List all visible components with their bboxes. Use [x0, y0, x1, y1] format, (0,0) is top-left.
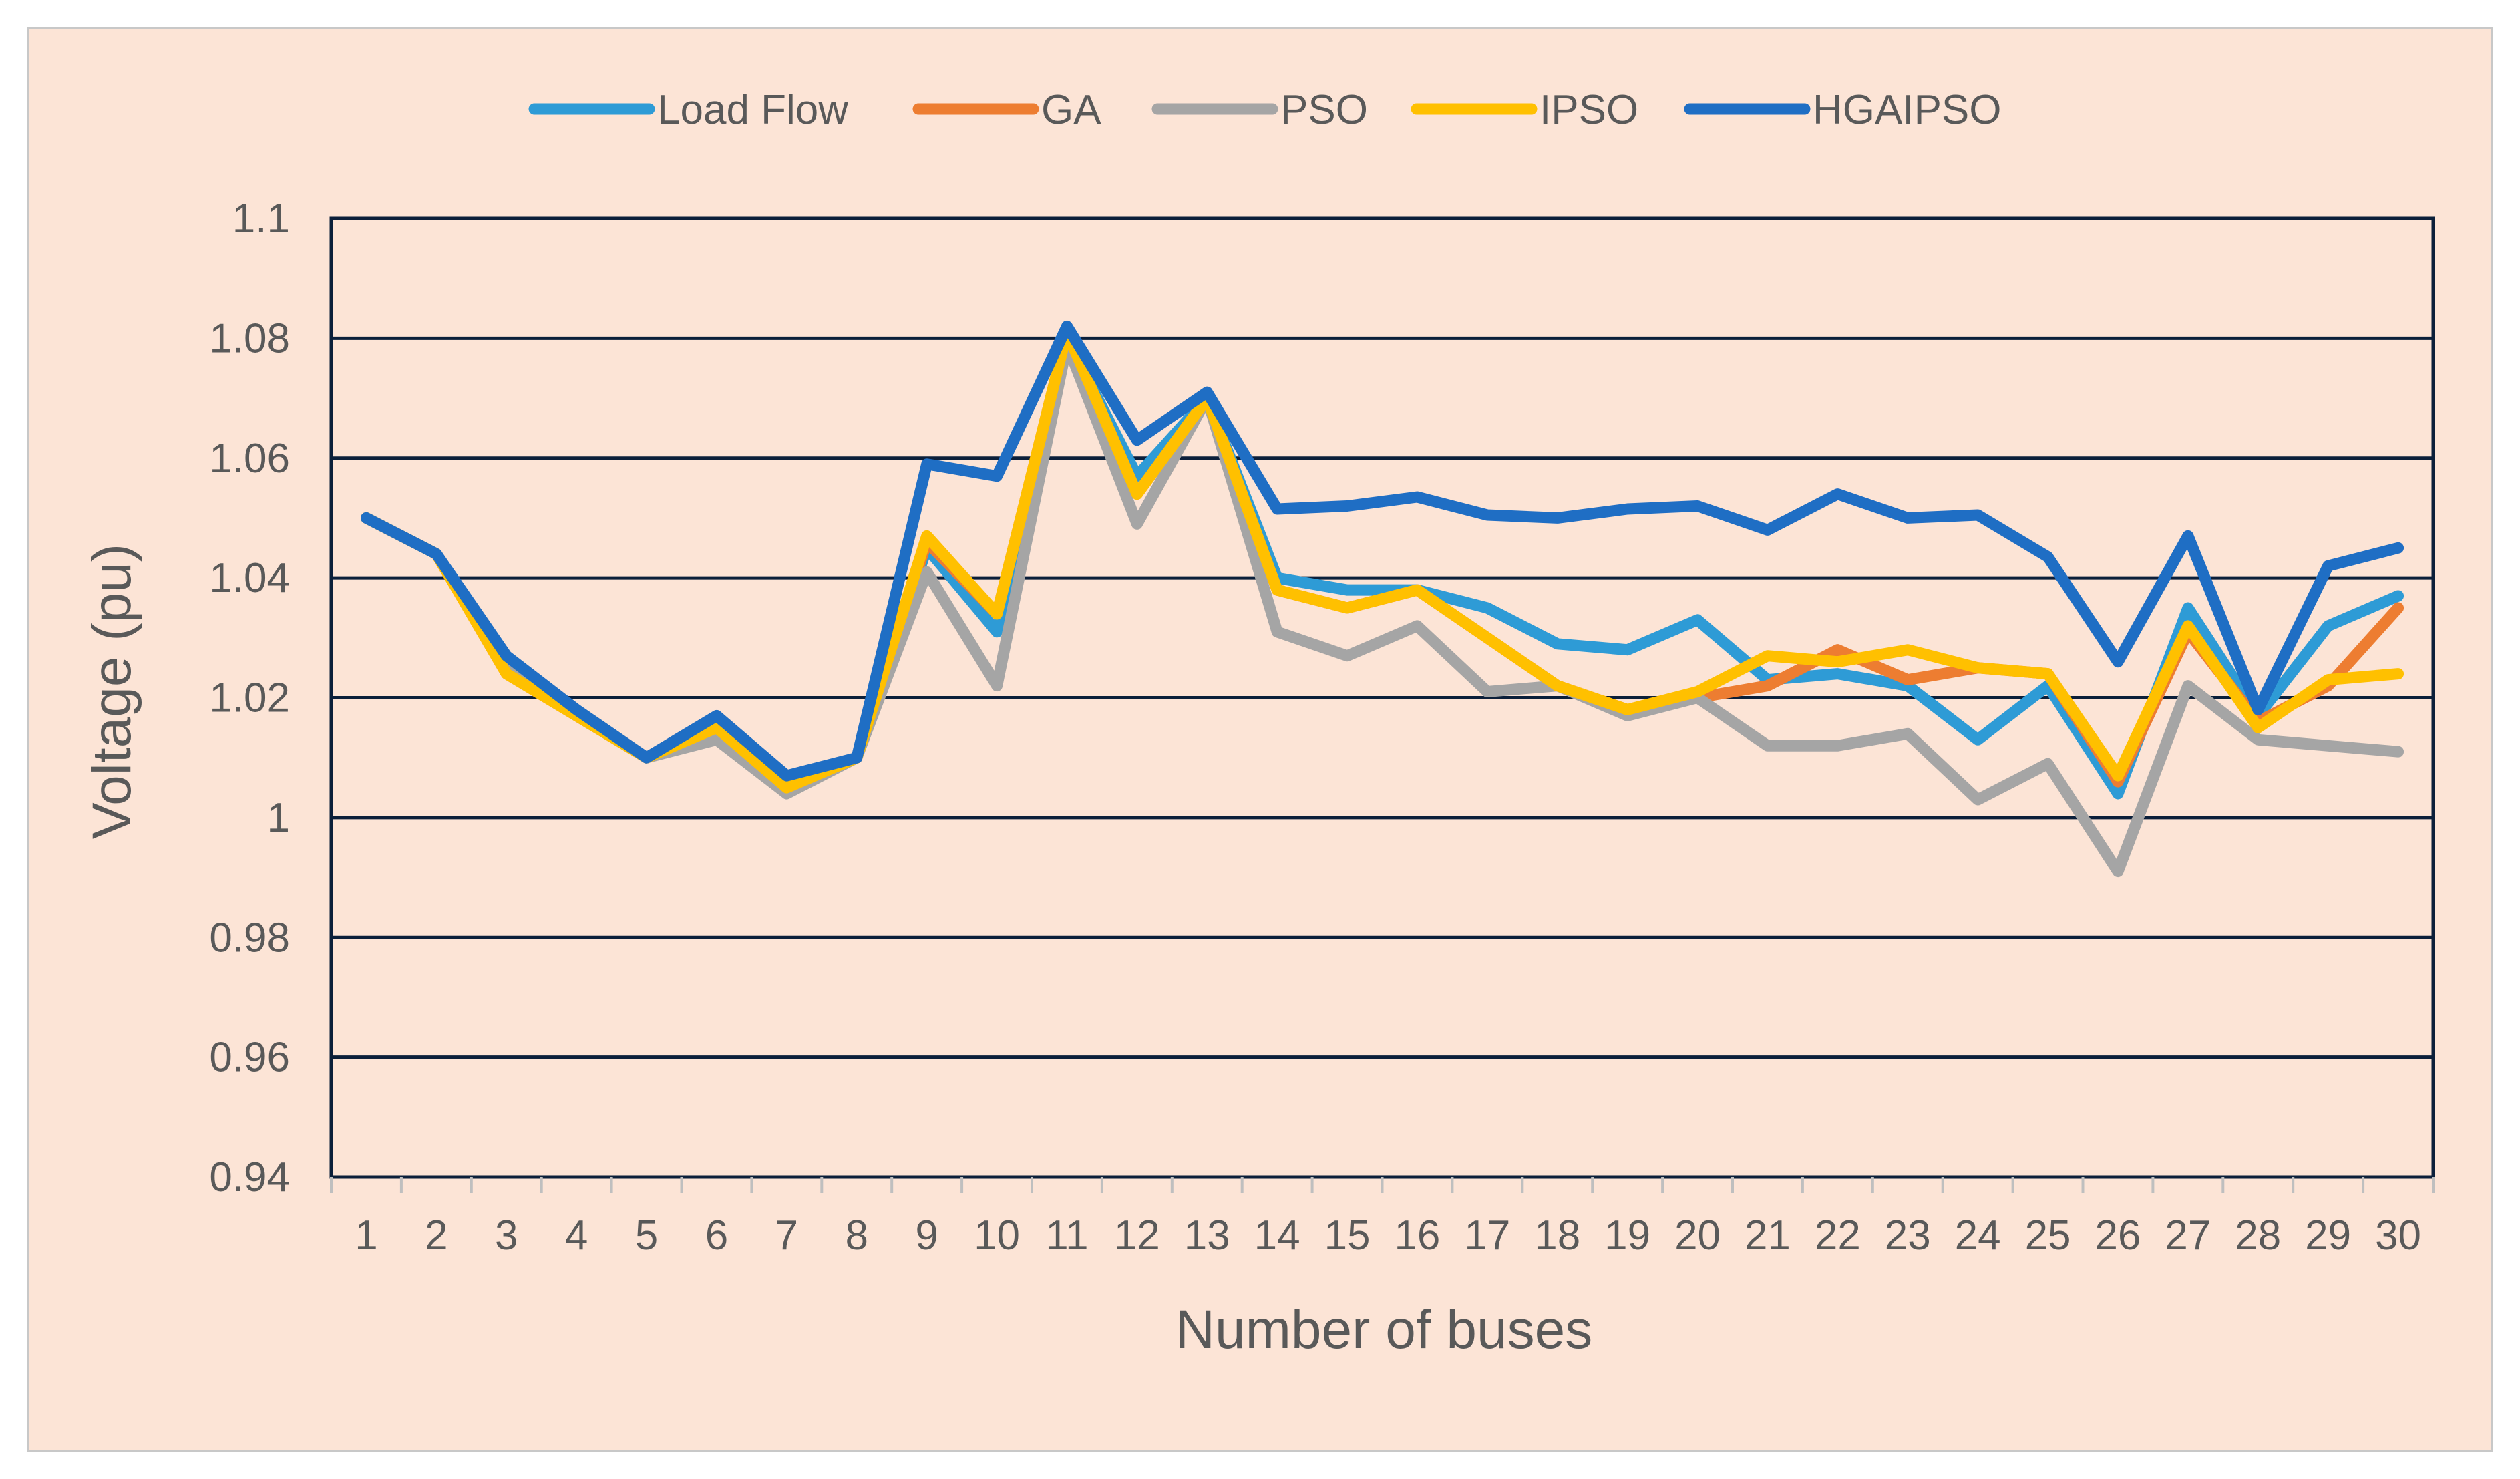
y-tick-label: 1.04	[209, 555, 290, 601]
x-tick-label: 7	[775, 1212, 798, 1259]
y-tick-label: 1.02	[209, 675, 290, 721]
y-tick-label: 1	[267, 795, 290, 841]
x-tick-label: 30	[2375, 1212, 2421, 1259]
series-line-ga	[361, 326, 2404, 794]
x-tick-label: 18	[1534, 1212, 1580, 1259]
x-tick-label: 9	[915, 1212, 938, 1259]
x-tick-label: 23	[1885, 1212, 1931, 1259]
x-tick-label: 29	[2305, 1212, 2351, 1259]
x-tick-label: 24	[1955, 1212, 2001, 1259]
series-lines	[361, 320, 2404, 878]
y-tick-label: 0.96	[209, 1035, 290, 1081]
x-tick-label: 5	[635, 1212, 658, 1259]
x-tick-label: 17	[1464, 1212, 1510, 1259]
x-tick-label: 28	[2235, 1212, 2281, 1259]
gridlines	[331, 216, 2433, 1179]
x-tick-label: 27	[2165, 1212, 2211, 1259]
x-tick-label: 8	[846, 1212, 868, 1259]
x-tick-label: 4	[565, 1212, 588, 1259]
series-line-load-flow	[361, 332, 2404, 800]
x-tick-label: 16	[1394, 1212, 1440, 1259]
series-line-pso	[361, 338, 2404, 878]
legend-label: PSO	[1280, 87, 1368, 133]
x-tick-label: 10	[974, 1212, 1020, 1259]
x-tick-label: 26	[2095, 1212, 2141, 1259]
x-tick-label: 12	[1114, 1212, 1160, 1259]
legend: Load Flow GA PSO IPSO HGAIPSO	[528, 87, 2002, 133]
legend-label: GA	[1041, 87, 1101, 133]
y-axis-title: Voltage (pu)	[81, 544, 142, 839]
x-tick-label: 6	[705, 1212, 728, 1259]
x-tick-label: 15	[1324, 1212, 1371, 1259]
x-tick-label: 20	[1674, 1212, 1721, 1259]
legend-label: HGAIPSO	[1813, 87, 2002, 133]
x-axis-ticks: 1 2 3 4 5 6 7 8 9 10 11 12 13 14 15 16 17 18 19 20 21 22 23 24 2…	[330, 1177, 2435, 1259]
x-tick-label: 3	[495, 1212, 518, 1259]
x-tick-label: 25	[2025, 1212, 2071, 1259]
y-tick-label: 1.08	[209, 315, 290, 361]
x-tick-label: 21	[1745, 1212, 1791, 1259]
x-tick-label: 11	[1045, 1212, 1088, 1259]
x-tick-label: 19	[1604, 1212, 1650, 1259]
y-tick-label: 1.1	[232, 196, 290, 242]
y-tick-label: 1.06	[209, 436, 290, 482]
y-axis-ticks: 0.94 0.96 0.98 1 1.02 1.04 1.06 1.08 1.1	[209, 196, 290, 1200]
x-tick-label: 1	[355, 1212, 377, 1259]
x-axis-title: Number of buses	[1176, 1299, 1592, 1360]
x-tick-label: 13	[1184, 1212, 1230, 1259]
legend-label: Load Flow	[657, 87, 848, 133]
x-tick-label: 22	[1815, 1212, 1861, 1259]
series-line-ipso	[361, 326, 2404, 794]
y-tick-label: 0.98	[209, 915, 290, 961]
x-tick-label: 2	[425, 1212, 447, 1259]
x-tick-label: 14	[1254, 1212, 1300, 1259]
y-tick-label: 0.94	[209, 1154, 290, 1200]
series-line-hgaipso	[361, 320, 2404, 782]
legend-label: IPSO	[1540, 87, 1638, 133]
